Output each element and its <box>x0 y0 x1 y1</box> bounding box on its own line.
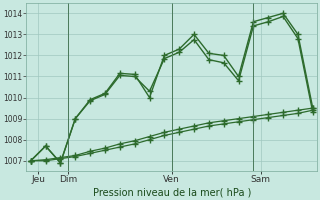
X-axis label: Pression niveau de la mer( hPa ): Pression niveau de la mer( hPa ) <box>92 187 251 197</box>
